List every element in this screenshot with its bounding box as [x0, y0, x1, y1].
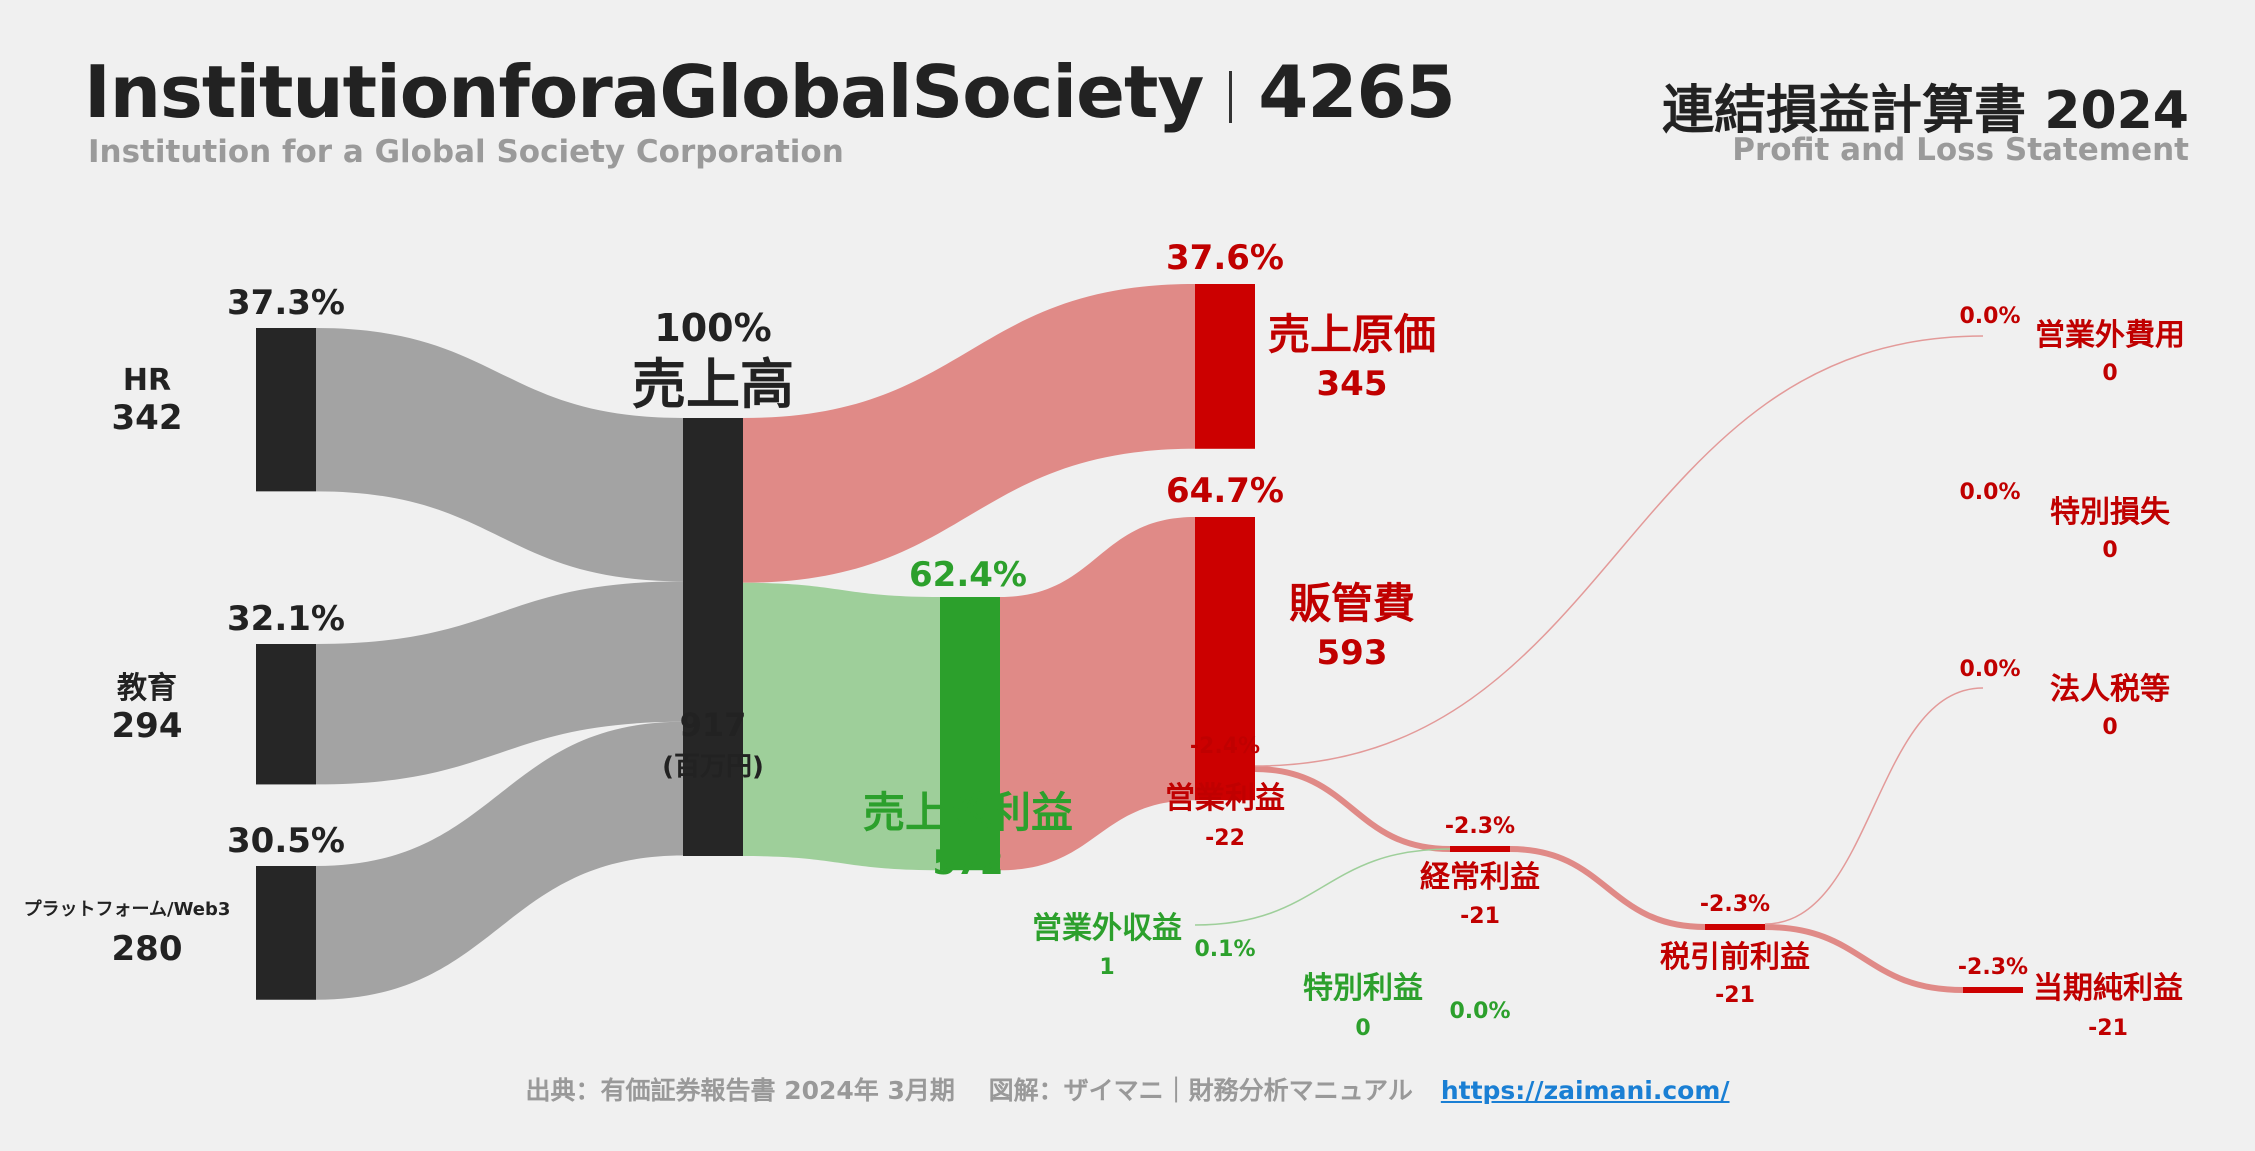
statement-title: 連結損益計算書 2024 [1662, 81, 2189, 141]
node-value-nonop-inc: 1 [1099, 955, 1114, 980]
node-label-hr: HR [123, 363, 171, 398]
node-label-nonop-exp: 営業外費用 [2035, 318, 2185, 353]
node-label-revenue: 売上高 [632, 353, 794, 416]
node-value-nonop-exp: 0 [2102, 361, 2117, 386]
node-value-extra-inc: 0 [1355, 1016, 1370, 1041]
node-value-extra-loss: 0 [2102, 538, 2117, 563]
percent-label-op: -2.4% [1190, 734, 1260, 759]
node-label-extra-loss: 特別損失 [2050, 495, 2171, 530]
node-value-ordinary: -21 [1460, 904, 1500, 929]
flow-op-to-nonop-exp [1254, 335, 1984, 767]
flow-hr-to-revenue [316, 328, 683, 582]
flow-revenue-to-cogs [743, 284, 1195, 583]
node-value-op: -22 [1205, 826, 1245, 851]
source-credit: 出典：有価証券報告書 2024年 3月期 図解：ザイマニ｜財務分析マニュアル [525, 1076, 1413, 1105]
percent-label-nonop-inc: 0.1% [1194, 937, 1255, 962]
percent-label-extra-loss: 0.0% [1959, 480, 2020, 505]
flow-op-to-ordinary [1254, 766, 1451, 852]
node-bar-hr [256, 328, 316, 492]
node-value-hr: 342 [112, 398, 183, 438]
flow-ordinary-to-pretax [1509, 846, 1706, 930]
node-label-edu: 教育 [117, 671, 177, 706]
percent-label-net: -2.3% [1958, 955, 2028, 980]
node-label-gross: 売上総利益 [863, 788, 1073, 837]
node-value-net: -21 [2088, 1016, 2128, 1041]
company-full-name: Institution for a Global Society Corpora… [88, 134, 844, 170]
node-label-tax: 法人税等 [2050, 672, 2170, 707]
node-value-pretax: -21 [1715, 983, 1755, 1008]
node-bar-net [1963, 987, 2023, 993]
site-link[interactable]: https://zaimani.com/ [1440, 1076, 1730, 1105]
node-label-net: 当期純利益 [2033, 971, 2183, 1006]
percent-label-nonop-exp: 0.0% [1959, 304, 2020, 329]
title-separator [1229, 71, 1233, 124]
flow-nonop-inc-to-ordinary [1194, 848, 1451, 926]
node-label-op: 営業利益 [1165, 781, 1285, 816]
statement-subtitle: Profit and Loss Statement [1732, 132, 2189, 168]
flow-gross-to-op [999, 766, 1196, 781]
node-label-platform: プラットフォーム/Web3 [24, 898, 231, 920]
node-bar-sga [1195, 517, 1255, 801]
node-label-cogs: 売上原価 [1268, 310, 1436, 359]
flow-edu-to-revenue [316, 581, 683, 785]
flow-pretax-to-net [1764, 924, 1964, 993]
node-value-gross: 572 [933, 843, 1004, 883]
flow-platform-to-revenue [316, 721, 683, 1000]
node-bar-op [1195, 766, 1255, 772]
node-bar-gross [940, 597, 1000, 871]
flow-revenue-to-gross [743, 582, 940, 871]
company-name: InstitutionforaGlobalSociety [84, 50, 1204, 134]
node-value-cogs: 345 [1317, 364, 1388, 404]
node-bar-revenue [683, 418, 743, 856]
node-label-ordinary: 経常利益 [1420, 860, 1540, 895]
percent-label-gross: 62.4% [909, 555, 1027, 595]
node-bar-cogs [1195, 284, 1255, 449]
node-label-nonop-inc: 営業外収益 [1032, 911, 1182, 946]
flow-pretax-to-tax [1764, 687, 1984, 925]
unit-label: (百万円) [662, 752, 764, 782]
percent-label-pretax: -2.3% [1700, 892, 1770, 917]
node-value-edu: 294 [112, 706, 183, 746]
node-label-pretax: 税引前利益 [1660, 940, 1810, 975]
node-label-extra-inc: 特別利益 [1303, 971, 1423, 1006]
node-bar-platform [256, 866, 316, 1000]
percent-label-extra-inc: 0.0% [1449, 999, 1510, 1024]
node-value-revenue: 917 [680, 706, 747, 744]
node-bar-edu [256, 644, 316, 785]
flow-gross-to-sga [1000, 517, 1195, 871]
node-bar-pretax [1705, 924, 1765, 930]
percent-label-hr: 37.3% [227, 283, 345, 323]
ticker-code: 4265 [1258, 50, 1455, 134]
percent-label-ordinary: -2.3% [1445, 814, 1515, 839]
percent-label-edu: 32.1% [227, 599, 345, 639]
percent-label-tax: 0.0% [1959, 657, 2020, 682]
percent-label-platform: 30.5% [227, 821, 345, 861]
percent-label-cogs: 37.6% [1166, 238, 1284, 278]
node-bar-ordinary [1450, 846, 1510, 852]
footer: 出典：有価証券報告書 2024年 3月期 図解：ザイマニ｜財務分析マニュアル ht… [0, 1071, 2255, 1107]
percent-label-sga: 64.7% [1166, 471, 1284, 511]
node-label-sga: 販管費 [1289, 579, 1415, 628]
page-title: InstitutionforaGlobalSociety 4265 [84, 50, 1456, 134]
node-value-tax: 0 [2102, 715, 2117, 740]
node-value-sga: 593 [1317, 633, 1388, 673]
percent-label-revenue: 100% [654, 306, 771, 350]
node-value-platform: 280 [112, 929, 183, 969]
